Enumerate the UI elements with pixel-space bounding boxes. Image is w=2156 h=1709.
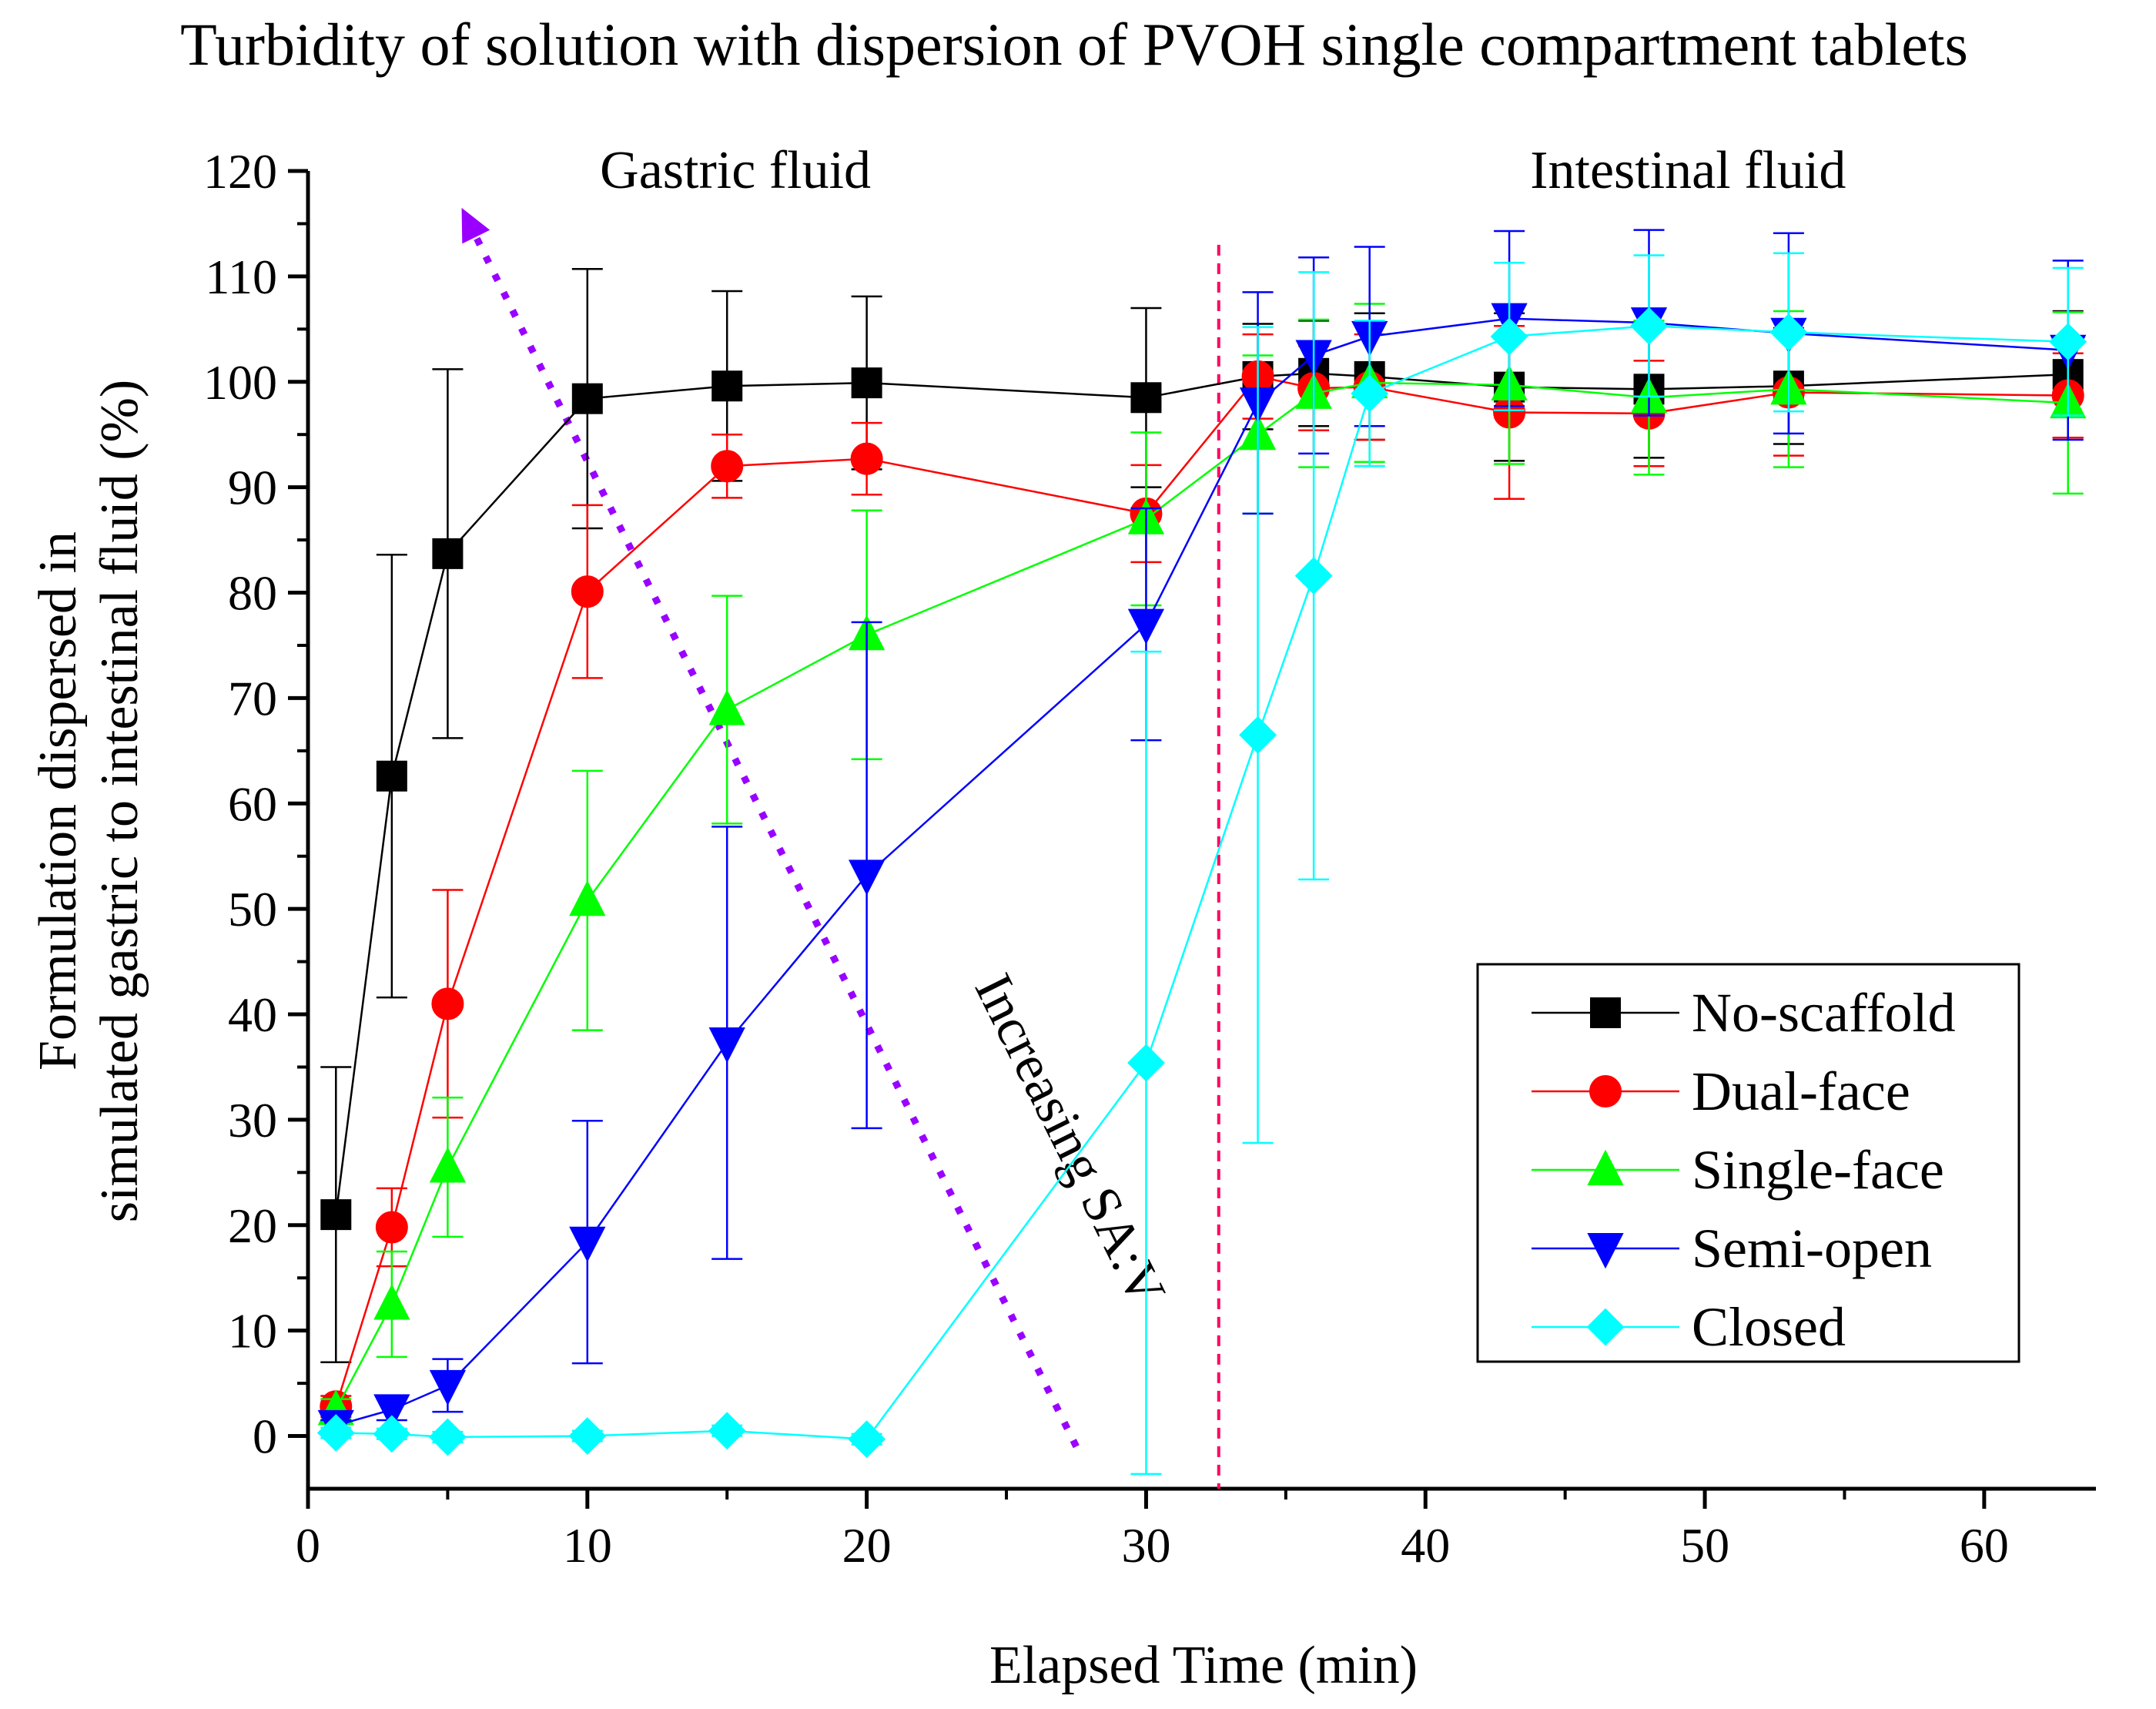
y-axis-label-line-1: Formulation dispersed in xyxy=(28,531,88,1071)
data-point xyxy=(848,860,886,896)
legend-item: Single-face xyxy=(1532,1139,1944,1201)
x-tick-label: 20 xyxy=(842,1518,892,1573)
x-tick-label: 40 xyxy=(1401,1518,1450,1573)
data-point xyxy=(373,1394,410,1430)
data-point xyxy=(375,1211,408,1244)
y-tick-label: 20 xyxy=(228,1198,277,1253)
data-point xyxy=(708,689,745,725)
data-point xyxy=(1130,382,1162,414)
series-line xyxy=(336,324,2068,1440)
data-point xyxy=(711,450,744,483)
y-tick-label: 0 xyxy=(253,1409,277,1464)
legend: No-scaffold Dual-face Single-face Semi-open… xyxy=(1476,963,2020,1363)
x-tick-label: 10 xyxy=(563,1518,612,1573)
data-point xyxy=(1127,1044,1165,1082)
y-tick-label: 110 xyxy=(205,250,277,304)
legend-box xyxy=(1476,963,2020,1363)
data-point xyxy=(1630,307,1668,345)
data-point xyxy=(1127,608,1165,645)
data-point xyxy=(569,1226,606,1262)
y-tick-label: 100 xyxy=(203,355,277,410)
legend-label: No-scaffold xyxy=(1692,982,1956,1044)
data-point xyxy=(571,383,603,414)
x-tick-label: 0 xyxy=(296,1518,320,1573)
series-line xyxy=(335,372,2068,1215)
x-tick-label: 50 xyxy=(1680,1518,1729,1573)
y-axis-label-line-2: simulated gastric to intestinal fluid (%… xyxy=(90,380,149,1222)
region-label: Gastric fluid xyxy=(600,141,871,200)
data-point xyxy=(848,1420,886,1459)
y-tick-label: 30 xyxy=(228,1093,277,1148)
data-point xyxy=(316,1414,355,1452)
data-point xyxy=(569,880,606,916)
data-point xyxy=(1294,557,1333,595)
legend-marker xyxy=(1587,1149,1624,1185)
legend-label: Single-face xyxy=(1692,1139,1944,1201)
data-point xyxy=(571,575,604,608)
legend-item: Semi-open xyxy=(1532,1218,1932,1279)
y-tick-label: 50 xyxy=(228,882,277,937)
data-point xyxy=(428,1418,467,1456)
y-tick-label: 90 xyxy=(228,461,277,515)
y-tick-label: 80 xyxy=(228,566,277,621)
y-tick-label: 40 xyxy=(228,987,277,1042)
legend-marker xyxy=(1589,1075,1622,1107)
y-axis-label: Formulation dispersed in simulated gastr… xyxy=(28,380,149,1222)
legend-item: Dual-face xyxy=(1532,1061,1910,1122)
data-point xyxy=(1239,715,1277,754)
data-point xyxy=(373,1284,410,1320)
series-line xyxy=(335,375,2068,1407)
y-tick-label: 70 xyxy=(228,671,277,725)
series-line xyxy=(335,317,2068,1427)
legend-label: Semi-open xyxy=(1692,1218,1932,1279)
data-point xyxy=(431,987,464,1020)
x-tick-label: 60 xyxy=(1960,1518,2009,1573)
data-point xyxy=(429,1147,467,1183)
data-point xyxy=(373,1415,411,1453)
data-point xyxy=(429,1369,467,1406)
legend-item: No-scaffold xyxy=(1532,982,1956,1044)
legend-item: Closed xyxy=(1532,1296,1846,1358)
y-tick-label: 60 xyxy=(228,776,277,831)
data-point xyxy=(711,370,743,402)
data-point xyxy=(376,760,407,792)
legend-marker xyxy=(1587,1233,1624,1269)
y-tick-label: 10 xyxy=(228,1304,277,1359)
legend-marker xyxy=(1590,997,1621,1028)
data-point xyxy=(568,1417,607,1455)
legend-label: Closed xyxy=(1692,1296,1846,1358)
annotation-arrow-line xyxy=(473,235,1080,1449)
data-point xyxy=(850,442,883,475)
legend-label: Dual-face xyxy=(1692,1061,1910,1122)
data-point xyxy=(1490,317,1528,356)
plot-area: 0 10 20 30 40 50 60 0 10 20 30 40 50 60 70 80 90 100 110 12… xyxy=(203,141,2096,1573)
y-tick-label: 120 xyxy=(203,144,277,199)
data-point xyxy=(432,538,464,569)
data-point xyxy=(1351,374,1389,413)
series-closed xyxy=(316,252,2087,1476)
series-line xyxy=(335,381,2068,1410)
annotation-text: Increasing SA:V xyxy=(963,965,1177,1315)
chart-title: Turbidity of solution with dispersion of… xyxy=(180,11,1968,78)
region-label: Intestinal fluid xyxy=(1530,141,1846,200)
data-point xyxy=(320,1199,352,1231)
x-tick-label: 30 xyxy=(1121,1518,1170,1573)
x-axis-label: Elapsed Time (min) xyxy=(989,1636,1418,1695)
data-point xyxy=(851,367,882,399)
annotation-arrow-head xyxy=(461,207,490,244)
data-point xyxy=(1769,313,1808,351)
legend-marker xyxy=(1586,1308,1625,1346)
data-point xyxy=(708,1027,745,1064)
data-point xyxy=(708,1412,746,1450)
data-point xyxy=(2049,323,2087,361)
